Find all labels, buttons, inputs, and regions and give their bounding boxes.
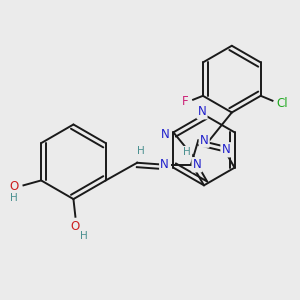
Text: N: N [198,105,206,118]
Text: Cl: Cl [277,97,288,110]
Text: N: N [200,134,208,147]
Text: O: O [9,180,18,193]
Text: N: N [193,158,201,171]
Text: H: H [80,231,88,242]
Text: O: O [71,220,80,233]
Text: H: H [137,146,145,156]
Text: N: N [160,158,169,171]
Text: N: N [221,143,230,156]
Text: H: H [10,193,17,203]
Text: F: F [182,95,189,108]
Text: N: N [161,128,170,141]
Text: H: H [183,147,191,157]
